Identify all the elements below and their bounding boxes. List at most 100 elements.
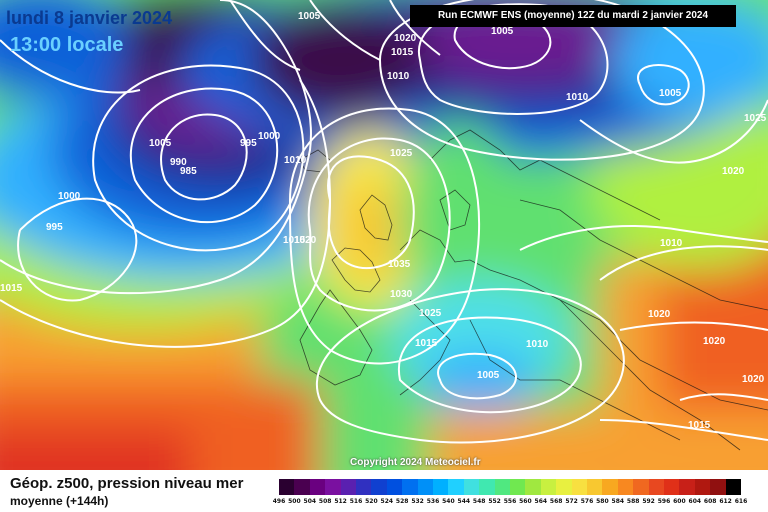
- scale-swatch: [510, 479, 526, 495]
- scale-tick-label: 568: [549, 498, 563, 505]
- copyright-notice: Copyright 2024 Meteociel.fr: [350, 457, 481, 468]
- scale-tick-label: 604: [688, 498, 702, 505]
- scale-swatch: [279, 479, 295, 495]
- scale-tick-label: 580: [596, 498, 609, 505]
- scale-swatch: [679, 479, 696, 495]
- scale-tick-label: 572: [565, 498, 578, 505]
- isobar-label: 1005: [491, 26, 514, 37]
- scale-swatch: [309, 479, 326, 495]
- forecast-hour: 13:00 locale: [10, 34, 124, 56]
- scale-tick-label: 596: [657, 498, 671, 505]
- scale-swatch: [463, 479, 480, 495]
- isobars: [0, 0, 768, 443]
- scale-swatch: [571, 479, 588, 495]
- isobar-label: 995: [240, 138, 257, 149]
- scale-tick-label: 548: [472, 498, 486, 505]
- scale-tick-label: 608: [703, 498, 717, 505]
- scale-swatch: [371, 479, 388, 495]
- scale-tick-label: 612: [719, 498, 732, 505]
- isobar-label: 1025: [390, 148, 413, 159]
- forecast-date: lundi 8 janvier 2024: [6, 8, 173, 28]
- scale-tick-label: 616: [734, 498, 748, 505]
- scale-tick-label: 508: [318, 498, 332, 505]
- isobar-label: 1005: [149, 138, 172, 149]
- isobar-label: 1005: [477, 370, 500, 381]
- isobar-label: 1015: [688, 420, 711, 431]
- scale-swatch: [710, 479, 727, 495]
- scale-tick-label: 536: [426, 498, 440, 505]
- isobar-label: 1025: [744, 113, 767, 124]
- isobar-label: 985: [180, 166, 197, 177]
- scale-tick-label: 552: [488, 498, 501, 505]
- scale-tick-label: 544: [457, 498, 471, 505]
- scale-swatch: [725, 479, 742, 495]
- isobar-label: 1010: [566, 92, 589, 103]
- scale-tick-label: 516: [349, 498, 363, 505]
- isobar-labels: 1005 1020 1015 1010 1005 1010 1005 1025 …: [0, 11, 767, 431]
- isobar-label: 1015: [283, 235, 306, 246]
- isobar-label: 1005: [298, 11, 321, 22]
- scale-swatch: [479, 479, 496, 495]
- isobar-label: 1015: [0, 283, 23, 294]
- scale-swatch: [356, 479, 372, 495]
- isobar-label: 1025: [419, 308, 442, 319]
- scale-tick-label: 600: [673, 498, 686, 505]
- scale-tick-label: 532: [411, 498, 424, 505]
- isobar-label: 1010: [526, 339, 549, 350]
- scale-swatch: [648, 479, 665, 495]
- scale-tick-label: 500: [288, 498, 301, 505]
- color-scale: 496 500 504 508 512 516 520 524 528 532 536 540 544 5…: [273, 479, 749, 509]
- scale-tick-label: 540: [442, 498, 455, 505]
- legend-footer: Géop. z500, pression niveau mer moyenne …: [0, 470, 768, 512]
- scale-swatch: [417, 479, 434, 495]
- legend-subtitle: moyenne (+144h): [10, 494, 109, 508]
- isobar-label: 990: [170, 157, 187, 168]
- isobar-label: 1020: [722, 166, 745, 177]
- isobar-label: 1020: [294, 235, 317, 246]
- isobar-label: 1035: [388, 259, 411, 270]
- isobar-label: 1020: [742, 374, 765, 385]
- isobar-label: 1015: [391, 47, 414, 58]
- scale-swatch: [402, 479, 419, 495]
- scale-swatch: [587, 479, 603, 495]
- scale-tick-label: 520: [365, 498, 378, 505]
- scale-swatch: [448, 479, 465, 495]
- isobar-label: 1010: [284, 155, 307, 166]
- legend-title: Géop. z500, pression niveau mer: [10, 475, 244, 492]
- isobar-label: 1000: [58, 191, 81, 202]
- isobar-label: 1005: [659, 88, 682, 99]
- scale-tick-label: 576: [580, 498, 594, 505]
- isobar-label: 1020: [648, 309, 671, 320]
- scale-tick-label: 556: [503, 498, 517, 505]
- scale-tick-label: 560: [519, 498, 532, 505]
- scale-swatch: [556, 479, 573, 495]
- scale-tick-label: 524: [380, 498, 394, 505]
- scale-swatch: [633, 479, 650, 495]
- scale-swatch: [525, 479, 542, 495]
- scale-tick-label: 588: [626, 498, 640, 505]
- isobar-label: 1020: [703, 336, 726, 347]
- scale-swatch: [294, 479, 311, 495]
- scale-swatch: [602, 479, 619, 495]
- isobar-label: 1020: [394, 33, 417, 44]
- scale-swatch: [340, 479, 357, 495]
- scale-swatch: [540, 479, 557, 495]
- scale-swatch: [386, 479, 403, 495]
- scale-swatch: [617, 479, 634, 495]
- scale-swatch: [494, 479, 511, 495]
- model-run-banner: Run ECMWF ENS (moyenne) 12Z du mardi 2 j…: [410, 5, 736, 27]
- scale-tick-label: 496: [272, 498, 286, 505]
- weather-map: 1005 1020 1015 1010 1005 1010 1005 1025 …: [0, 0, 768, 470]
- coastlines: [299, 129, 768, 451]
- isobar-label: 1010: [387, 71, 410, 82]
- scale-tick-label: 528: [395, 498, 409, 505]
- scale-swatch: [325, 479, 342, 495]
- scale-swatch: [664, 479, 680, 495]
- scale-swatch: [433, 479, 449, 495]
- isobar-label: 1010: [660, 238, 683, 249]
- scale-tick-label: 512: [334, 498, 347, 505]
- scale-tick-label: 592: [642, 498, 655, 505]
- scale-tick-label: 504: [303, 498, 317, 505]
- isobar-label: 1000: [258, 131, 281, 142]
